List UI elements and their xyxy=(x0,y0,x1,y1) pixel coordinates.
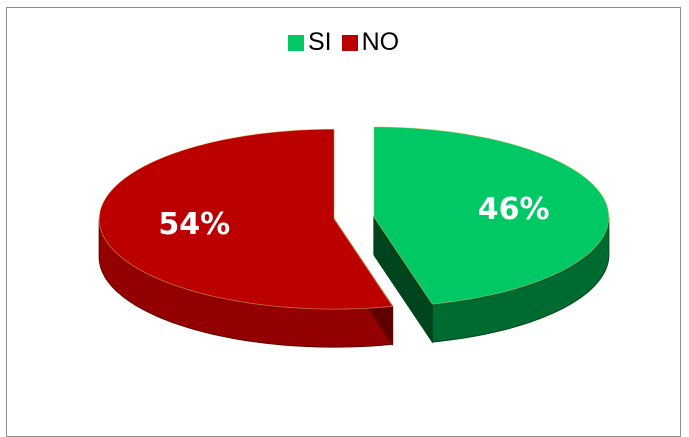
slice-no xyxy=(99,129,392,347)
slice-si xyxy=(374,127,609,342)
data-label-no: 54% xyxy=(158,207,230,242)
pie-chart: 54% 46% xyxy=(7,8,682,421)
data-label-si: 46% xyxy=(478,192,550,227)
chart-area: SI NO 54% 46% xyxy=(6,7,681,437)
